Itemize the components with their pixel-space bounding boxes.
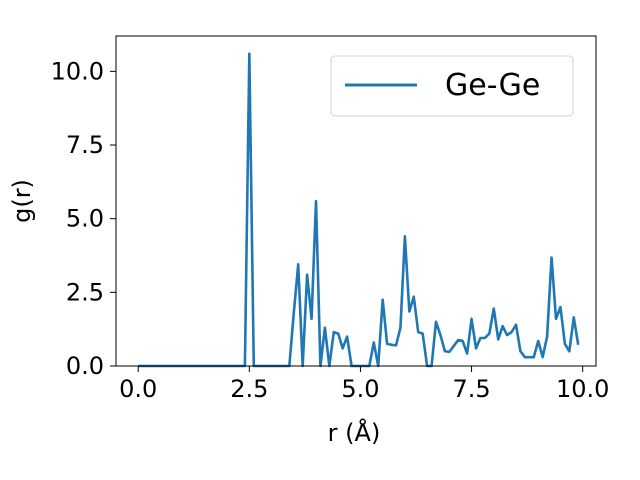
legend-label-ge-ge: Ge-Ge — [445, 68, 540, 103]
y-tick-label: 10.0 — [51, 57, 104, 85]
x-tick-label: 5.0 — [341, 375, 379, 403]
y-tick-label: 2.5 — [66, 278, 104, 306]
y-tick-label: 5.0 — [66, 205, 104, 233]
y-axis-label: g(r) — [8, 179, 36, 223]
legend-box — [330, 55, 574, 117]
x-tick-label: 0.0 — [119, 375, 157, 403]
x-axis-label: r (Å) — [328, 418, 381, 447]
axes-frame — [115, 35, 597, 367]
legend: Ge-Ge — [330, 55, 574, 117]
x-axis-ticks: 0.0 2.5 5.0 7.5 10.0 — [119, 366, 609, 403]
y-axis-ticks: 0.0 2.5 5.0 7.5 10.0 — [51, 57, 116, 380]
x-tick-label: 7.5 — [452, 375, 490, 403]
y-tick-label: 7.5 — [66, 131, 104, 159]
x-tick-label: 10.0 — [556, 375, 609, 403]
x-tick-label: 2.5 — [230, 375, 268, 403]
y-tick-label: 0.0 — [66, 352, 104, 380]
